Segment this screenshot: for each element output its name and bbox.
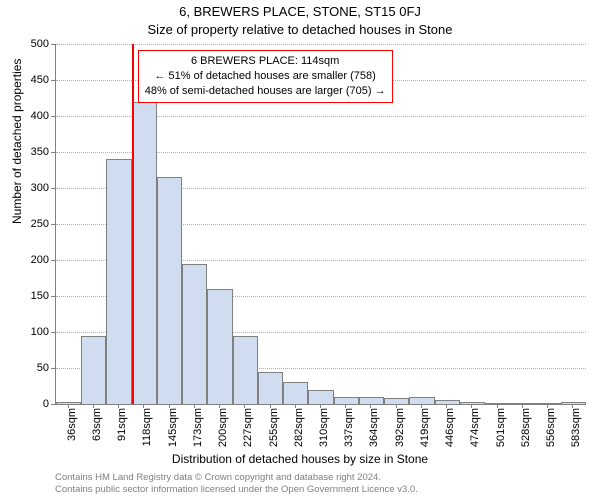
xtick-label: 255sqm [268, 408, 280, 447]
xtick-mark [572, 404, 573, 408]
histogram-bar [233, 336, 258, 404]
ytick-mark [51, 368, 55, 369]
chart-title-main: 6, BREWERS PLACE, STONE, ST15 0FJ [0, 4, 600, 19]
xtick-mark [244, 404, 245, 408]
xtick-label: 419sqm [419, 408, 431, 447]
histogram-bar [384, 398, 409, 404]
xtick-mark [421, 404, 422, 408]
y-axis-label: Number of detached properties [10, 59, 24, 224]
xtick-mark [345, 404, 346, 408]
xtick-mark [68, 404, 69, 408]
gridline [56, 44, 586, 45]
histogram-bar [56, 402, 81, 404]
xtick-mark [169, 404, 170, 408]
xtick-mark [497, 404, 498, 408]
xtick-mark [522, 404, 523, 408]
xtick-mark [295, 404, 296, 408]
xtick-mark [446, 404, 447, 408]
xtick-label: 446sqm [444, 408, 456, 447]
histogram-bar [485, 403, 510, 404]
footnote-line1: Contains HM Land Registry data © Crown c… [55, 472, 418, 484]
xtick-label: 310sqm [318, 408, 330, 447]
xtick-mark [143, 404, 144, 408]
footnote: Contains HM Land Registry data © Crown c… [55, 472, 418, 496]
xtick-mark [471, 404, 472, 408]
ytick-label: 200 [31, 254, 49, 266]
xtick-mark [270, 404, 271, 408]
ytick-label: 350 [31, 146, 49, 158]
xtick-label: 63sqm [91, 408, 103, 441]
histogram-bar [157, 177, 182, 404]
xtick-mark [547, 404, 548, 408]
xtick-label: 392sqm [394, 408, 406, 447]
chart-container: 6, BREWERS PLACE, STONE, ST15 0FJ Size o… [0, 0, 600, 500]
xtick-mark [219, 404, 220, 408]
histogram-bar [409, 397, 434, 404]
x-axis-label: Distribution of detached houses by size … [0, 452, 600, 466]
ytick-mark [51, 80, 55, 81]
ytick-mark [51, 116, 55, 117]
xtick-mark [320, 404, 321, 408]
xtick-label: 282sqm [293, 408, 305, 447]
xtick-mark [93, 404, 94, 408]
plot-inner: 6 BREWERS PLACE: 114sqm← 51% of detached… [55, 44, 586, 405]
y-axis-label-text: Number of detached properties [10, 59, 24, 224]
ytick-mark [51, 188, 55, 189]
xtick-label: 501sqm [495, 408, 507, 447]
xtick-mark [194, 404, 195, 408]
ytick-label: 300 [31, 182, 49, 194]
xtick-mark [118, 404, 119, 408]
ytick-label: 400 [31, 110, 49, 122]
ytick-mark [51, 404, 55, 405]
histogram-bar [258, 372, 283, 404]
xtick-label: 364sqm [368, 408, 380, 447]
histogram-bar [283, 382, 308, 404]
ytick-label: 100 [31, 326, 49, 338]
histogram-bar [132, 102, 157, 404]
ytick-label: 250 [31, 218, 49, 230]
annotation-line: 48% of semi-detached houses are larger (… [145, 84, 386, 99]
xtick-mark [396, 404, 397, 408]
xtick-label: 337sqm [343, 408, 355, 447]
ytick-label: 450 [31, 74, 49, 86]
histogram-bar [182, 264, 207, 404]
property-annotation: 6 BREWERS PLACE: 114sqm← 51% of detached… [138, 50, 393, 103]
xtick-label: 91sqm [116, 408, 128, 441]
xtick-label: 36sqm [66, 408, 78, 441]
annotation-line: ← 51% of detached houses are smaller (75… [145, 69, 386, 84]
histogram-bar [334, 397, 359, 404]
chart-title-sub: Size of property relative to detached ho… [0, 22, 600, 37]
ytick-label: 500 [31, 38, 49, 50]
histogram-bar [510, 403, 535, 404]
ytick-label: 0 [43, 398, 49, 410]
ytick-mark [51, 224, 55, 225]
property-marker-line [132, 44, 134, 404]
footnote-line2: Contains public sector information licen… [55, 484, 418, 496]
ytick-mark [51, 44, 55, 45]
xtick-label: 173sqm [192, 408, 204, 447]
ytick-label: 50 [37, 362, 49, 374]
ytick-mark [51, 296, 55, 297]
xtick-label: 227sqm [242, 408, 254, 447]
histogram-bar [81, 336, 106, 404]
xtick-label: 528sqm [520, 408, 532, 447]
xtick-label: 118sqm [141, 408, 153, 446]
xtick-label: 556sqm [545, 408, 557, 447]
ytick-label: 150 [31, 290, 49, 302]
annotation-line: 6 BREWERS PLACE: 114sqm [145, 54, 386, 69]
xtick-label: 200sqm [217, 408, 229, 447]
plot-area: 6 BREWERS PLACE: 114sqm← 51% of detached… [55, 44, 585, 404]
histogram-bar [308, 390, 333, 404]
xtick-label: 583sqm [570, 408, 582, 447]
histogram-bar [359, 397, 384, 404]
ytick-mark [51, 152, 55, 153]
histogram-bar [207, 289, 232, 404]
xtick-label: 474sqm [469, 408, 481, 447]
ytick-mark [51, 332, 55, 333]
xtick-mark [370, 404, 371, 408]
histogram-bar [106, 159, 131, 404]
xtick-label: 145sqm [167, 408, 179, 447]
ytick-mark [51, 260, 55, 261]
